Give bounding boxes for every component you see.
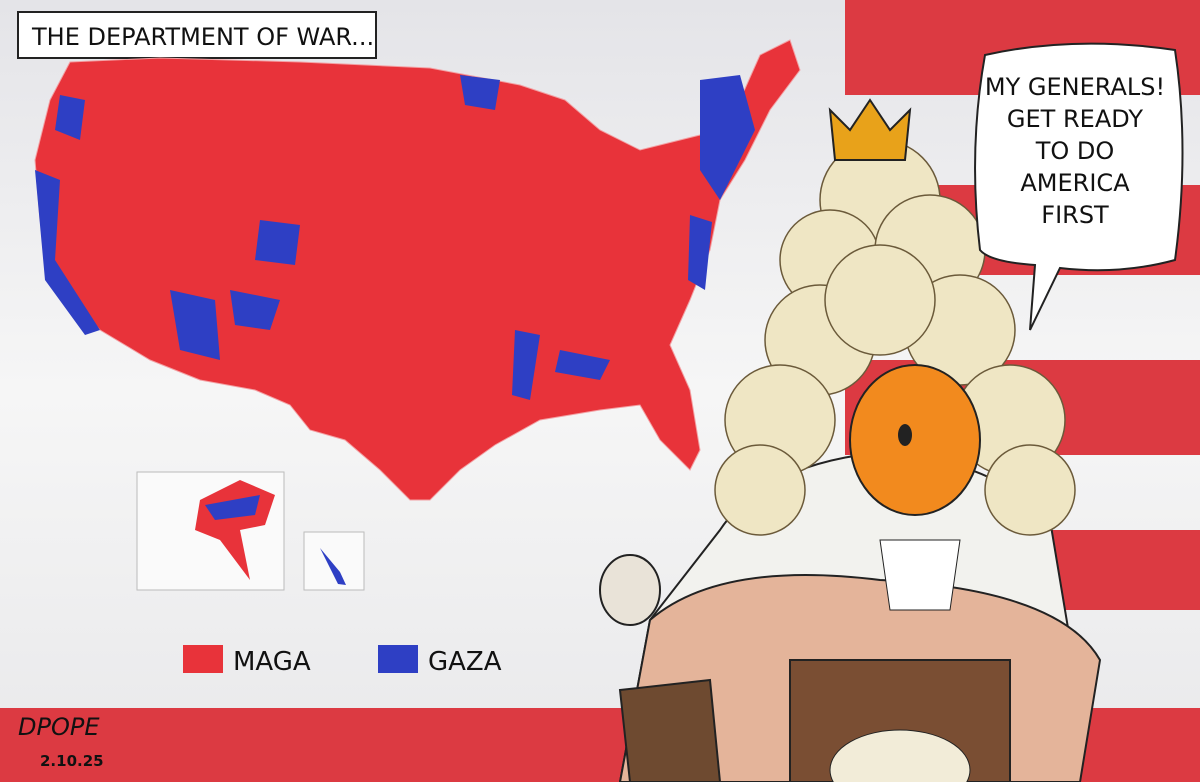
signature-name: DPOPE [18,713,100,741]
caption-box [17,11,377,59]
figure [599,98,1102,782]
us-map [34,39,801,501]
map-insets [136,471,365,591]
speech-line: GET READY [1007,105,1143,133]
speech-bubble [974,42,1184,331]
speech-text: MY GENERALS! GET READY TO DO AMERICA FIRST [985,73,1165,229]
speech-line: MY GENERALS! [985,73,1165,101]
legend-label: GAZA [428,647,502,677]
signature-date: 2.10.25 [40,752,104,770]
legend: MAGA GAZA [183,645,502,677]
speech-line: AMERICA [1020,169,1130,197]
caption: THE DEPARTMENT OF WAR... [31,23,374,51]
legend-swatch [378,645,418,673]
legend-label: MAGA [233,647,311,677]
speech-line: TO DO [1035,137,1115,165]
speech-line: FIRST [1041,201,1109,229]
legend-swatch [183,645,223,673]
